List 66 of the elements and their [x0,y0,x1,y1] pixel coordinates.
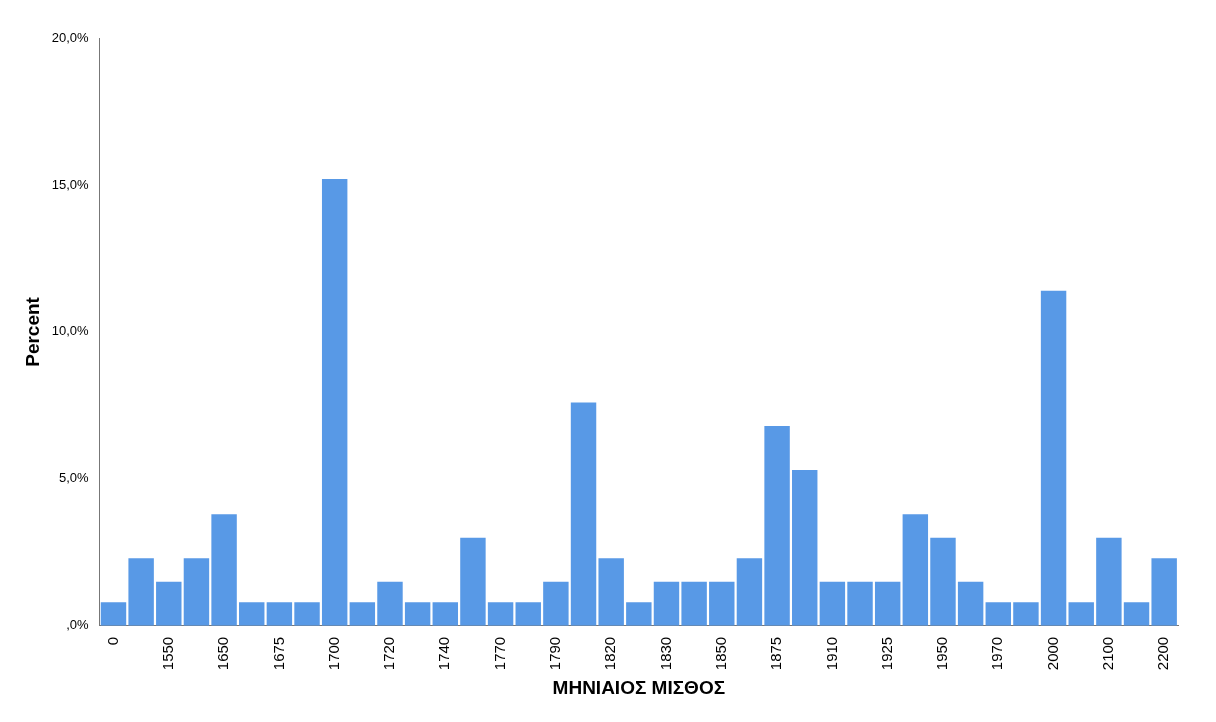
y-tick-label: ,0% [66,617,90,633]
x-tick-label: 1790 [546,636,564,671]
bar [377,581,403,626]
x-tick-label: 1820 [601,636,619,671]
bar [460,537,486,626]
bar [294,602,320,626]
y-tick-label: 10,0% [51,323,90,339]
bar [183,558,210,626]
bar [266,602,293,626]
bar [321,179,348,626]
x-tick-label: 1550 [158,636,176,671]
x-tick-label: 1910 [822,636,840,671]
x-tick-label: 2200 [1154,636,1172,671]
bar [128,558,154,626]
x-tick-label: 0 [103,636,121,646]
x-tick-label: 1950 [933,636,951,671]
bar [570,402,597,626]
x-tick-label: 1770 [490,636,508,671]
bar [902,514,929,626]
y-tick-label: 20,0% [51,29,90,45]
x-tick-label: 1720 [380,636,398,671]
bar [100,602,127,626]
bar [515,602,541,626]
x-tick-label: 1675 [269,636,287,671]
bar [404,602,431,626]
x-tick-label: 2000 [1043,636,1061,671]
bar [598,558,624,626]
bar [432,602,458,626]
bar [1013,602,1039,626]
bar [1068,602,1094,626]
bar [156,581,182,626]
bar [1096,537,1122,626]
bar [543,581,569,626]
bar [1040,290,1067,626]
bar [349,602,376,626]
bar [653,581,680,626]
bar [626,602,652,626]
bar [1123,602,1150,626]
y-tick-label: 15,0% [51,176,90,192]
x-tick-label: 1875 [767,636,785,671]
x-tick-label: 1830 [656,636,674,671]
bar [930,537,956,626]
x-tick-label: 1925 [877,636,895,671]
bar [792,470,818,626]
y-tick-label: 5,0% [59,470,90,486]
bar [681,581,707,626]
bar [764,425,790,626]
bar [847,581,873,626]
x-tick-label: 1700 [324,636,342,671]
bar [211,514,237,626]
bar [709,581,735,626]
y-axis-title: Percent [21,296,43,367]
bar [985,602,1011,626]
x-tick-label: 1740 [435,636,453,671]
x-tick-label: 2100 [1099,636,1117,671]
bar [819,581,846,626]
bar [239,602,265,626]
x-tick-label: 1650 [214,636,232,671]
x-tick-label: 1970 [988,636,1006,671]
x-axis-title: ΜΗΝΙΑΙΟΣ ΜΙΣΘΟΣ [552,676,726,698]
bar [1151,558,1177,626]
bar [487,602,514,626]
bar [957,581,984,626]
bar [736,558,763,626]
x-tick-label: 1850 [711,636,729,671]
bar [874,581,901,626]
